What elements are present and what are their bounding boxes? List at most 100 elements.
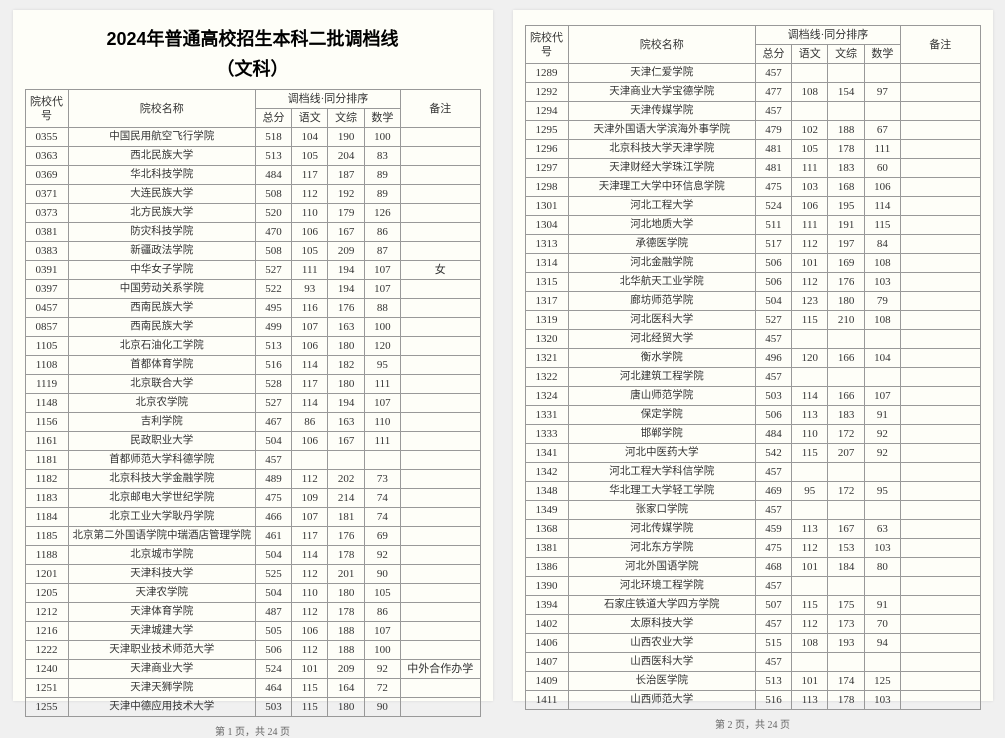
cell-ch: 103 <box>792 178 828 197</box>
cell-ch: 106 <box>292 622 328 641</box>
cell-co: 182 <box>328 356 364 375</box>
cell-total: 496 <box>755 349 791 368</box>
cell-ch <box>792 102 828 121</box>
cell-code: 1314 <box>525 254 568 273</box>
cell-ch: 114 <box>292 546 328 565</box>
cell-total: 484 <box>255 166 291 185</box>
cell-co: 202 <box>328 470 364 489</box>
cell-code: 1240 <box>25 660 68 679</box>
cell-ma <box>864 330 900 349</box>
cell-co: 183 <box>828 406 864 425</box>
cell-co: 194 <box>328 280 364 299</box>
table-row: 1184北京工业大学耿丹学院46610718174 <box>25 508 480 527</box>
cell-ma: 103 <box>864 273 900 292</box>
cell-code: 1411 <box>525 691 568 710</box>
cell-co <box>328 451 364 470</box>
cell-total: 457 <box>755 653 791 672</box>
cell-rm <box>401 375 480 394</box>
cell-code: 1368 <box>525 520 568 539</box>
cell-ma: 103 <box>864 539 900 558</box>
cell-code: 1183 <box>25 489 68 508</box>
cell-co: 180 <box>328 584 364 603</box>
cell-rm <box>401 603 480 622</box>
cell-rm <box>401 394 480 413</box>
cell-code: 1313 <box>525 235 568 254</box>
cell-name: 大连民族大学 <box>68 185 255 204</box>
cell-name: 河北金融学院 <box>568 254 755 273</box>
cell-name: 天津财经大学珠江学院 <box>568 159 755 178</box>
cell-code: 0363 <box>25 147 68 166</box>
cell-rm <box>901 539 980 558</box>
cell-code: 1406 <box>525 634 568 653</box>
cell-rm <box>401 584 480 603</box>
cell-name: 唐山师范学院 <box>568 387 755 406</box>
table-row: 0373北方民族大学520110179126 <box>25 204 480 223</box>
cell-co: 169 <box>828 254 864 273</box>
cell-name: 天津仁爱学院 <box>568 64 755 83</box>
cell-code: 1182 <box>25 470 68 489</box>
table-row: 1148北京农学院527114194107 <box>25 394 480 413</box>
table-row: 1301河北工程大学524106195114 <box>525 197 980 216</box>
cell-code: 1201 <box>25 565 68 584</box>
cell-name: 天津城建大学 <box>68 622 255 641</box>
header-math: 数学 <box>864 45 900 64</box>
cell-total: 525 <box>255 565 291 584</box>
cell-code: 1205 <box>25 584 68 603</box>
table-row: 0381防灾科技学院47010616786 <box>25 223 480 242</box>
cell-code: 1386 <box>525 558 568 577</box>
table-row: 1183北京邮电大学世纪学院47510921474 <box>25 489 480 508</box>
cell-ch: 115 <box>292 679 328 698</box>
table-row: 1390河北环境工程学院457 <box>525 577 980 596</box>
header-total: 总分 <box>755 45 791 64</box>
cell-co: 183 <box>828 159 864 178</box>
cell-ch: 115 <box>792 311 828 330</box>
cell-rm <box>401 527 480 546</box>
cell-rm <box>901 292 980 311</box>
cell-name: 中华女子学院 <box>68 261 255 280</box>
cell-ch: 120 <box>792 349 828 368</box>
cell-rm <box>901 653 980 672</box>
cell-ma: 108 <box>864 311 900 330</box>
cell-name: 天津科技大学 <box>68 565 255 584</box>
cell-ch: 114 <box>792 387 828 406</box>
cell-ma: 84 <box>864 235 900 254</box>
cell-total: 508 <box>255 242 291 261</box>
cell-name: 河北工程大学科信学院 <box>568 463 755 482</box>
cell-code: 0391 <box>25 261 68 280</box>
cell-ch: 116 <box>292 299 328 318</box>
cell-total: 504 <box>755 292 791 311</box>
cell-co: 176 <box>328 299 364 318</box>
cell-co: 181 <box>328 508 364 527</box>
cell-total: 527 <box>255 394 291 413</box>
cell-code: 1319 <box>525 311 568 330</box>
cell-co <box>828 64 864 83</box>
cell-name: 天津传媒学院 <box>568 102 755 121</box>
cell-name: 防灾科技学院 <box>68 223 255 242</box>
cell-total: 479 <box>755 121 791 140</box>
cell-code: 1222 <box>25 641 68 660</box>
cell-rm <box>901 121 980 140</box>
cell-ch: 113 <box>792 406 828 425</box>
cell-total: 516 <box>255 356 291 375</box>
cell-code: 1255 <box>25 698 68 717</box>
table-row: 0369华北科技学院48411718789 <box>25 166 480 185</box>
cell-co: 166 <box>828 349 864 368</box>
table-row: 1409长治医学院513101174125 <box>525 672 980 691</box>
cell-total: 464 <box>255 679 291 698</box>
cell-rm <box>401 546 480 565</box>
page-footer-2: 第 2 页，共 24 页 <box>525 716 981 731</box>
cell-ma: 91 <box>864 406 900 425</box>
table-row: 1105北京石油化工学院513106180120 <box>25 337 480 356</box>
table-row: 1320河北经贸大学457 <box>525 330 980 349</box>
cell-ch: 117 <box>292 375 328 394</box>
cell-rm <box>901 406 980 425</box>
cell-ma: 88 <box>364 299 400 318</box>
cell-name: 西南民族大学 <box>68 318 255 337</box>
cell-co: 188 <box>328 641 364 660</box>
cell-total: 504 <box>255 432 291 451</box>
header-chinese: 语文 <box>292 109 328 128</box>
cell-code: 0457 <box>25 299 68 318</box>
cell-ch: 105 <box>292 242 328 261</box>
cell-rm <box>401 432 480 451</box>
cell-co: 175 <box>828 596 864 615</box>
